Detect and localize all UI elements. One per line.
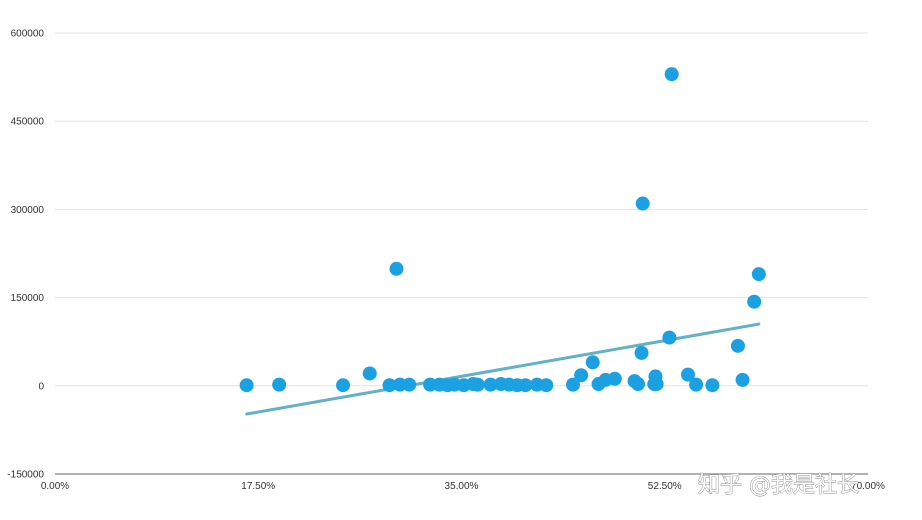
- data-point: [635, 196, 650, 211]
- trendline-layer: [245, 322, 761, 416]
- y-tick-label: 150000: [11, 293, 45, 304]
- data-point: [664, 67, 679, 82]
- data-point: [689, 377, 704, 392]
- data-point: [747, 294, 762, 309]
- data-point: [565, 377, 580, 392]
- data-point: [402, 377, 417, 392]
- data-point: [336, 378, 351, 393]
- data-point: [730, 338, 745, 353]
- trendline-shadow: [246, 324, 759, 416]
- data-point: [607, 371, 622, 386]
- data-point: [634, 345, 649, 360]
- data-point: [382, 378, 397, 393]
- y-tick-label: 600000: [11, 29, 45, 40]
- data-point: [518, 378, 533, 393]
- data-points: [239, 67, 766, 393]
- y-tick-label: 300000: [11, 205, 45, 216]
- data-point: [362, 366, 377, 381]
- data-point: [539, 378, 554, 393]
- y-tick-label: 0: [38, 381, 44, 392]
- data-point: [483, 377, 498, 392]
- data-point: [735, 372, 750, 387]
- x-tick-label: 0.00%: [41, 481, 69, 492]
- data-point: [239, 378, 254, 393]
- data-point: [470, 377, 485, 392]
- data-point: [631, 377, 646, 392]
- data-point: [662, 330, 677, 345]
- data-point: [649, 377, 664, 392]
- x-tick-label: 70.00%: [851, 481, 885, 492]
- data-point: [705, 378, 720, 393]
- data-point: [272, 377, 287, 392]
- gridlines: [55, 32, 868, 387]
- data-point: [389, 261, 404, 276]
- data-point: [585, 355, 600, 370]
- data-point: [751, 267, 766, 282]
- x-tick-label: 35.00%: [445, 481, 479, 492]
- data-point: [680, 367, 695, 382]
- watermark-text: 知乎 @我是社长: [698, 473, 859, 498]
- trendline: [245, 322, 761, 416]
- y-tick-label: -150000: [7, 470, 44, 481]
- x-tick-label: 52.50%: [648, 481, 682, 492]
- x-tick-label: 17.50%: [241, 481, 275, 492]
- y-tick-label: 450000: [11, 117, 45, 128]
- data-point: [574, 368, 589, 383]
